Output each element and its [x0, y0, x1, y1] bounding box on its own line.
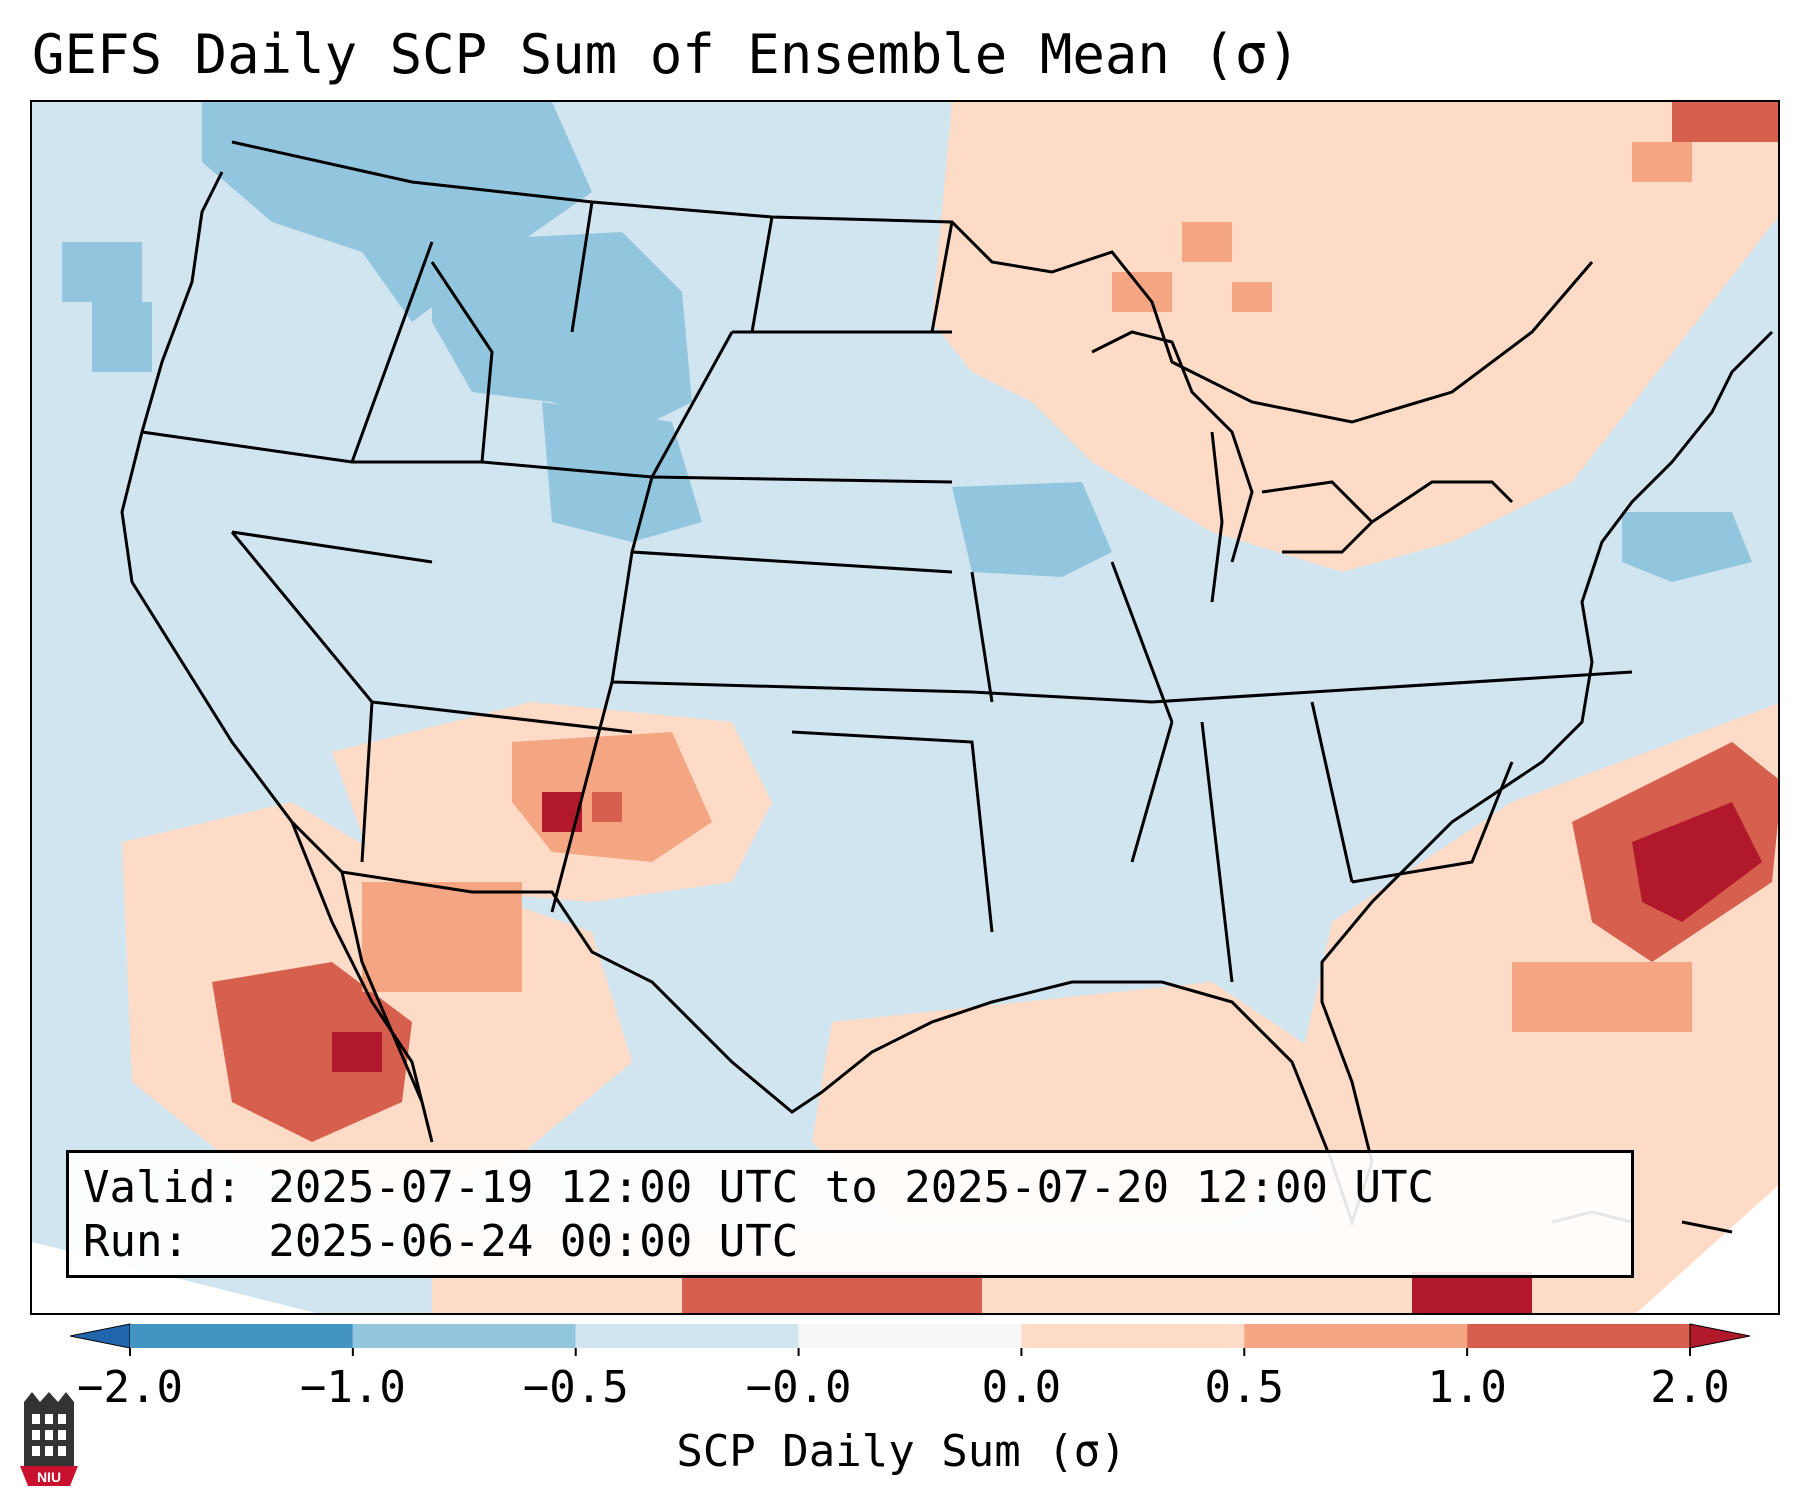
field-mexico-core	[332, 1032, 382, 1072]
field-canada-patch	[1232, 282, 1272, 312]
page-title: GEFS Daily SCP Sum of Ensemble Mean (σ)	[32, 23, 1300, 86]
field-newmexico-core	[592, 792, 622, 822]
colorbar-segment	[130, 1324, 353, 1348]
map-canvas	[32, 102, 1778, 1313]
valid-run-box: Valid: 2025-07-19 12:00 UTC to 2025-07-2…	[66, 1150, 1634, 1278]
colorbar-segment	[1021, 1324, 1245, 1348]
colorbar-tick-label: −1.0	[299, 1362, 406, 1413]
boundaries	[120, 140, 1774, 1234]
field-wyoming-blue	[542, 402, 702, 542]
mexico-coast	[290, 821, 434, 1143]
colorbar-tick-label: 2.0	[1650, 1362, 1730, 1413]
colorbar-tick-label: −0.5	[522, 1362, 629, 1413]
colorbar-tick-label: 1.0	[1427, 1362, 1507, 1413]
colorbar-segment	[575, 1324, 799, 1348]
field-canada-patch	[1182, 222, 1232, 262]
field-montana-blue	[432, 232, 692, 432]
field-bottom-core	[1412, 1272, 1532, 1313]
field-newmexico-core	[542, 792, 582, 832]
colorbar-tick-label: 0.5	[1204, 1362, 1285, 1413]
run-line: Run: 2025-06-24 00:00 UTC	[83, 1216, 799, 1267]
field-nw-coast-blue	[62, 242, 142, 302]
valid-line: Valid: 2025-07-19 12:00 UTC to 2025-07-2…	[83, 1162, 1435, 1213]
field-bottom-core	[682, 1272, 982, 1313]
field-mexico-ochre	[362, 882, 522, 992]
colorbar-segment	[1244, 1324, 1468, 1348]
field-nw-coast-blue	[92, 302, 152, 372]
colorbar-tick-label: −0.0	[745, 1362, 852, 1413]
field-atlantic-ne-blue	[1622, 512, 1752, 582]
us-outline	[120, 171, 1774, 1227]
map-panel	[30, 100, 1780, 1315]
state-lines	[141, 201, 1633, 983]
colorbar-segment	[352, 1324, 576, 1348]
colorbar-tick-label: −2.0	[77, 1362, 183, 1413]
colorbar-extend-high	[1689, 1323, 1750, 1349]
canada-border	[231, 140, 1594, 424]
colorbar-segment	[798, 1324, 1022, 1348]
field-canada-patch	[1672, 102, 1778, 142]
colorbar-tick-label: 0.0	[981, 1362, 1062, 1413]
logo-text: NIU	[37, 1469, 61, 1485]
colorbar-extend-low	[70, 1323, 131, 1349]
outside-projection	[1636, 1185, 1778, 1313]
colorbar-label: SCP Daily Sum (σ)	[676, 1426, 1127, 1477]
great-lakes	[1091, 330, 1514, 603]
field-atlantic-ochre	[1512, 962, 1692, 1032]
field-canada-patch	[1632, 142, 1692, 182]
colorbar-segment	[1467, 1324, 1690, 1348]
field-canada-patch	[1112, 272, 1172, 312]
field-mexico-gulfcal	[212, 962, 412, 1142]
colorbar	[70, 1323, 1750, 1356]
niu-logo-icon: NIU	[20, 1392, 78, 1486]
field-iowa-blue	[952, 482, 1112, 577]
field-atlantic-core2	[1632, 802, 1762, 922]
field-canada-east	[932, 102, 1778, 572]
